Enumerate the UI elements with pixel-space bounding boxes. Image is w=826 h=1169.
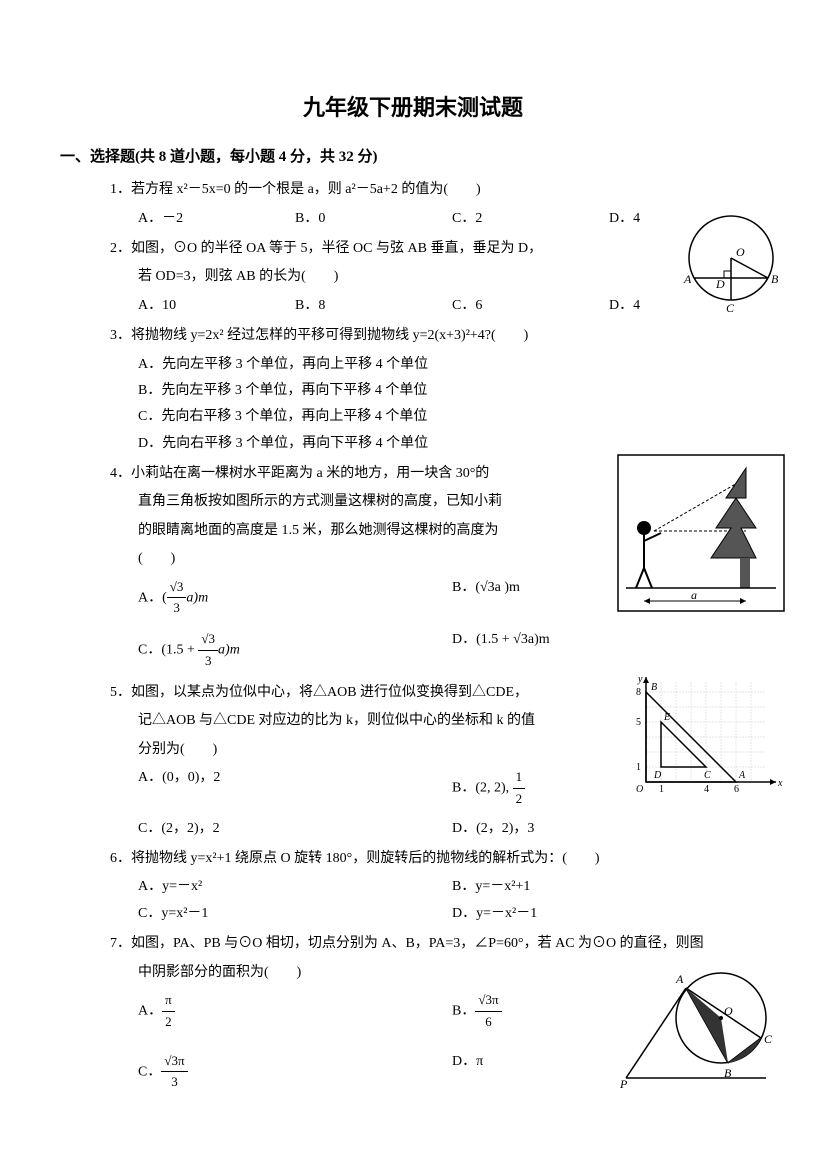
q2-figure: O A B D C: [676, 208, 786, 326]
svg-text:5: 5: [636, 717, 641, 728]
q3-option-d: D．先向右平移 3 个单位，再向下平移 4 个单位: [138, 433, 766, 455]
q7b-den: 6: [475, 1012, 501, 1033]
q7-option-a: A．π2: [138, 990, 452, 1033]
q7b-num: √3π: [475, 990, 501, 1012]
q7-option-c: C．√3π3: [138, 1051, 452, 1094]
question-3: 3．将抛物线 y=2x² 经过怎样的平移可得到抛物线 y=2(x+3)²+4?(…: [110, 325, 766, 455]
q1-option-a: A．－2: [138, 208, 295, 230]
q4c-den: 3: [198, 651, 218, 672]
q7a-den: 2: [162, 1012, 175, 1033]
section-1-header: 一、选择题(共 8 道小题，每小题 4 分，共 32 分): [60, 145, 766, 169]
svg-text:D: D: [715, 277, 725, 291]
q6-option-d: D．y=－x²－1: [452, 903, 766, 925]
q7c-den: 3: [161, 1072, 187, 1093]
svg-text:6: 6: [734, 784, 739, 795]
q3-text: 3．将抛物线 y=2x² 经过怎样的平移可得到抛物线 y=2(x+3)²+4?(…: [110, 325, 766, 347]
q3-option-b: B．先向左平移 3 个单位，再向下平移 4 个单位: [138, 380, 766, 402]
q2-option-b: B．8: [295, 295, 452, 317]
q7-figure: A O C B P: [616, 953, 786, 1101]
q5b-prefix: B．(2, 2),: [452, 781, 513, 796]
q2-line1: 2．如图，⊙O 的半径 OA 等于 5，半径 OC 与弦 AB 垂直，垂足为 D…: [110, 238, 766, 260]
q7b-prefix: B．: [452, 1003, 475, 1018]
q5-option-d: D．(2，2)，3: [452, 818, 766, 840]
q4-option-c: C．(1.5 + √33a)m: [138, 629, 452, 672]
svg-text:E: E: [663, 712, 670, 723]
question-2: O A B D C 2．如图，⊙O 的半径 OA 等于 5，半径 OC 与弦 A…: [110, 238, 766, 317]
q4c-suffix: a)m: [218, 643, 240, 658]
q2-option-a: A．10: [138, 295, 295, 317]
svg-text:a: a: [691, 588, 697, 602]
svg-text:C: C: [764, 1032, 773, 1046]
q7a-prefix: A．: [138, 1003, 162, 1018]
svg-text:1: 1: [659, 784, 664, 795]
svg-text:D: D: [653, 770, 662, 781]
question-6: 6．将抛物线 y=x²+1 绕原点 O 旋转 180°，则旋转后的抛物线的解析式…: [110, 848, 766, 925]
q4c-num: √3: [198, 629, 218, 651]
q4c-prefix: C．(1.5 +: [138, 643, 198, 658]
svg-text:A: A: [738, 770, 746, 781]
q2-line2: 若 OD=3，则弦 AB 的长为( ): [138, 266, 766, 288]
svg-text:y: y: [637, 674, 643, 685]
q5b-den: 2: [513, 789, 526, 810]
q1-option-b: B．0: [295, 208, 452, 230]
svg-text:4: 4: [704, 784, 709, 795]
q4-option-a: A．(√33a)m: [138, 577, 452, 620]
q5-option-a: A．(0，0)，2: [138, 767, 452, 810]
svg-text:P: P: [619, 1077, 628, 1091]
svg-text:C: C: [704, 770, 711, 781]
q4a-num: √3: [167, 577, 187, 599]
q7c-num: √3π: [161, 1051, 187, 1073]
question-7: A O C B P 7．如图，PA、PB 与⊙O 相切，切点分别为 A、B，PA…: [110, 933, 766, 1111]
question-1: 1．若方程 x²－5x=0 的一个根是 a，则 a²－5a+2 的值为( ) A…: [110, 179, 766, 230]
svg-text:A: A: [683, 272, 692, 286]
q4a-den: 3: [167, 598, 187, 619]
q6-option-c: C．y=x²－1: [138, 903, 452, 925]
svg-text:B: B: [651, 682, 657, 693]
question-5: 8 5 1 B E D C A O 1 4 6 x y 5．如图，以某点为位似中…: [110, 682, 766, 840]
q7a-num: π: [162, 990, 175, 1012]
svg-text:O: O: [636, 784, 643, 795]
svg-text:A: A: [675, 972, 684, 986]
q5-figure: 8 5 1 B E D C A O 1 4 6 x y: [626, 672, 786, 810]
svg-text:B: B: [771, 272, 779, 286]
svg-text:B: B: [724, 1066, 732, 1080]
q5b-num: 1: [513, 767, 526, 789]
q6-text: 6．将抛物线 y=x²+1 绕原点 O 旋转 180°，则旋转后的抛物线的解析式…: [110, 848, 766, 870]
svg-text:O: O: [724, 1004, 733, 1018]
q1-option-c: C．2: [452, 208, 609, 230]
q7c-prefix: C．: [138, 1064, 161, 1079]
q2-option-c: C．6: [452, 295, 609, 317]
svg-text:1: 1: [636, 762, 641, 773]
q4a-suffix: a)m: [186, 590, 208, 605]
q1-text: 1．若方程 x²－5x=0 的一个根是 a，则 a²－5a+2 的值为( ): [110, 179, 766, 201]
question-4: a 4．小莉站在离一棵树水平距离为 a 米的地方，用一块含 30°的 直角三角板…: [110, 463, 766, 672]
svg-text:x: x: [777, 778, 783, 789]
q6-option-b: B．y=－x²+1: [452, 876, 766, 898]
svg-text:8: 8: [636, 687, 641, 698]
svg-text:C: C: [726, 301, 735, 315]
svg-text:O: O: [736, 245, 745, 259]
q3-option-a: A．先向左平移 3 个单位，再向上平移 4 个单位: [138, 354, 766, 376]
page-title: 九年级下册期末测试题: [60, 90, 766, 125]
q4a-prefix: A．(: [138, 590, 167, 605]
q4-figure: a: [616, 453, 786, 621]
q4-option-d: D．(1.5 + √3a)m: [452, 629, 766, 672]
q6-option-a: A．y=－x²: [138, 876, 452, 898]
q5-option-c: C．(2，2)，2: [138, 818, 452, 840]
q3-option-c: C．先向右平移 3 个单位，再向上平移 4 个单位: [138, 406, 766, 428]
